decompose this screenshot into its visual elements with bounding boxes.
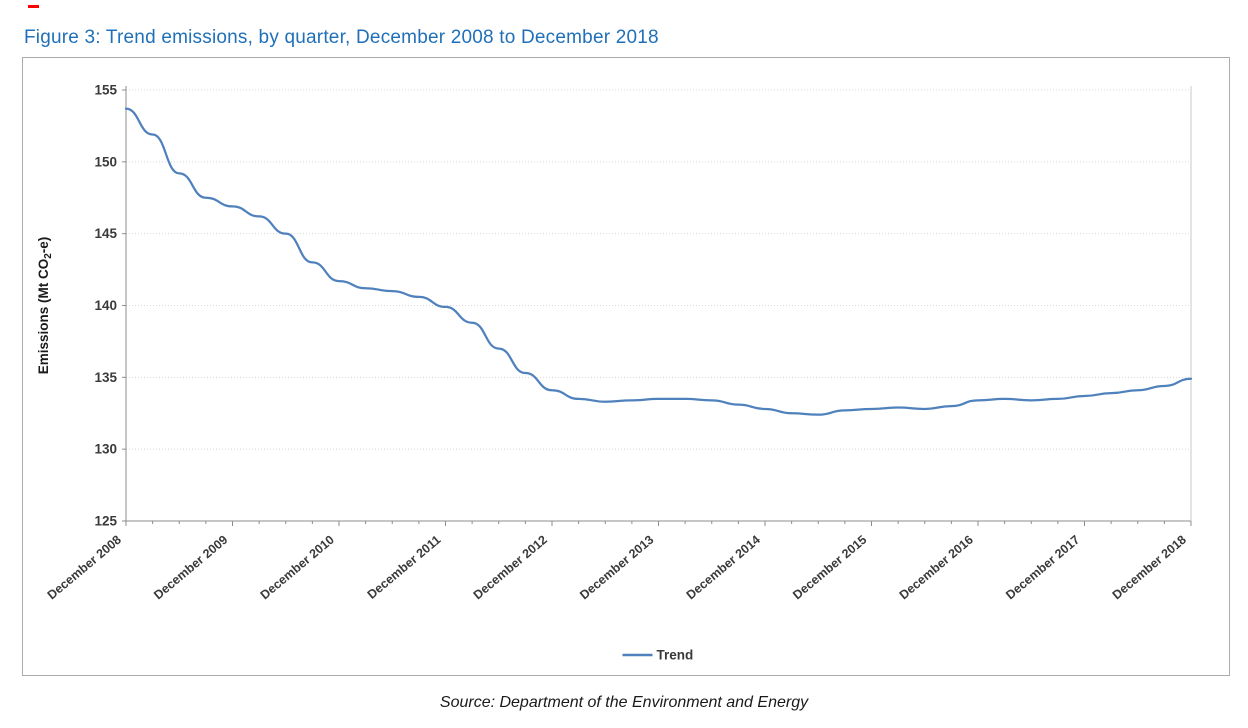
- y-axis-title: Emissions (Mt CO2-e): [36, 237, 54, 375]
- y-tick-label: 140: [94, 298, 117, 313]
- x-tick-label: December 2013: [577, 533, 656, 603]
- y-tick-label: 125: [94, 514, 117, 529]
- x-tick-label: December 2009: [151, 533, 230, 603]
- gridlines: [126, 89, 1191, 450]
- trend-line: [124, 107, 1193, 416]
- chart-container: 125 130 135 140 145 150 155 December 2008 Decemb…: [22, 57, 1230, 676]
- x-tick-label: December 2008: [45, 533, 124, 603]
- legend-label: Trend: [657, 648, 694, 663]
- y-tick-label: 145: [94, 226, 117, 241]
- y-tick-label: 130: [94, 442, 117, 457]
- y-axis-ticks: 125 130 135 140 145 150 155: [94, 83, 126, 529]
- y-tick-label: 150: [94, 154, 117, 169]
- x-tick-label: December 2011: [365, 533, 444, 602]
- x-axis-ticks: December 2008 December 2009 December 2010 D…: [45, 521, 1192, 603]
- figure-title: Figure 3: Trend emissions, by quarter, D…: [24, 27, 659, 48]
- legend: Trend: [622, 648, 694, 663]
- x-tick-label: December 2014: [684, 533, 763, 603]
- y-tick-label: 155: [94, 83, 117, 98]
- source-caption: Source: Department of the Environment an…: [439, 694, 809, 711]
- y-tick-label: 135: [94, 370, 117, 385]
- x-tick-label: December 2010: [258, 533, 337, 603]
- red-mark: [28, 5, 39, 8]
- x-tick-label: December 2017: [1003, 533, 1082, 603]
- x-tick-label: December 2012: [471, 533, 550, 603]
- x-tick-label: December 2016: [897, 533, 976, 603]
- x-tick-label: December 2018: [1110, 533, 1189, 603]
- axes: [125, 86, 1192, 522]
- x-tick-label: December 2015: [790, 533, 869, 603]
